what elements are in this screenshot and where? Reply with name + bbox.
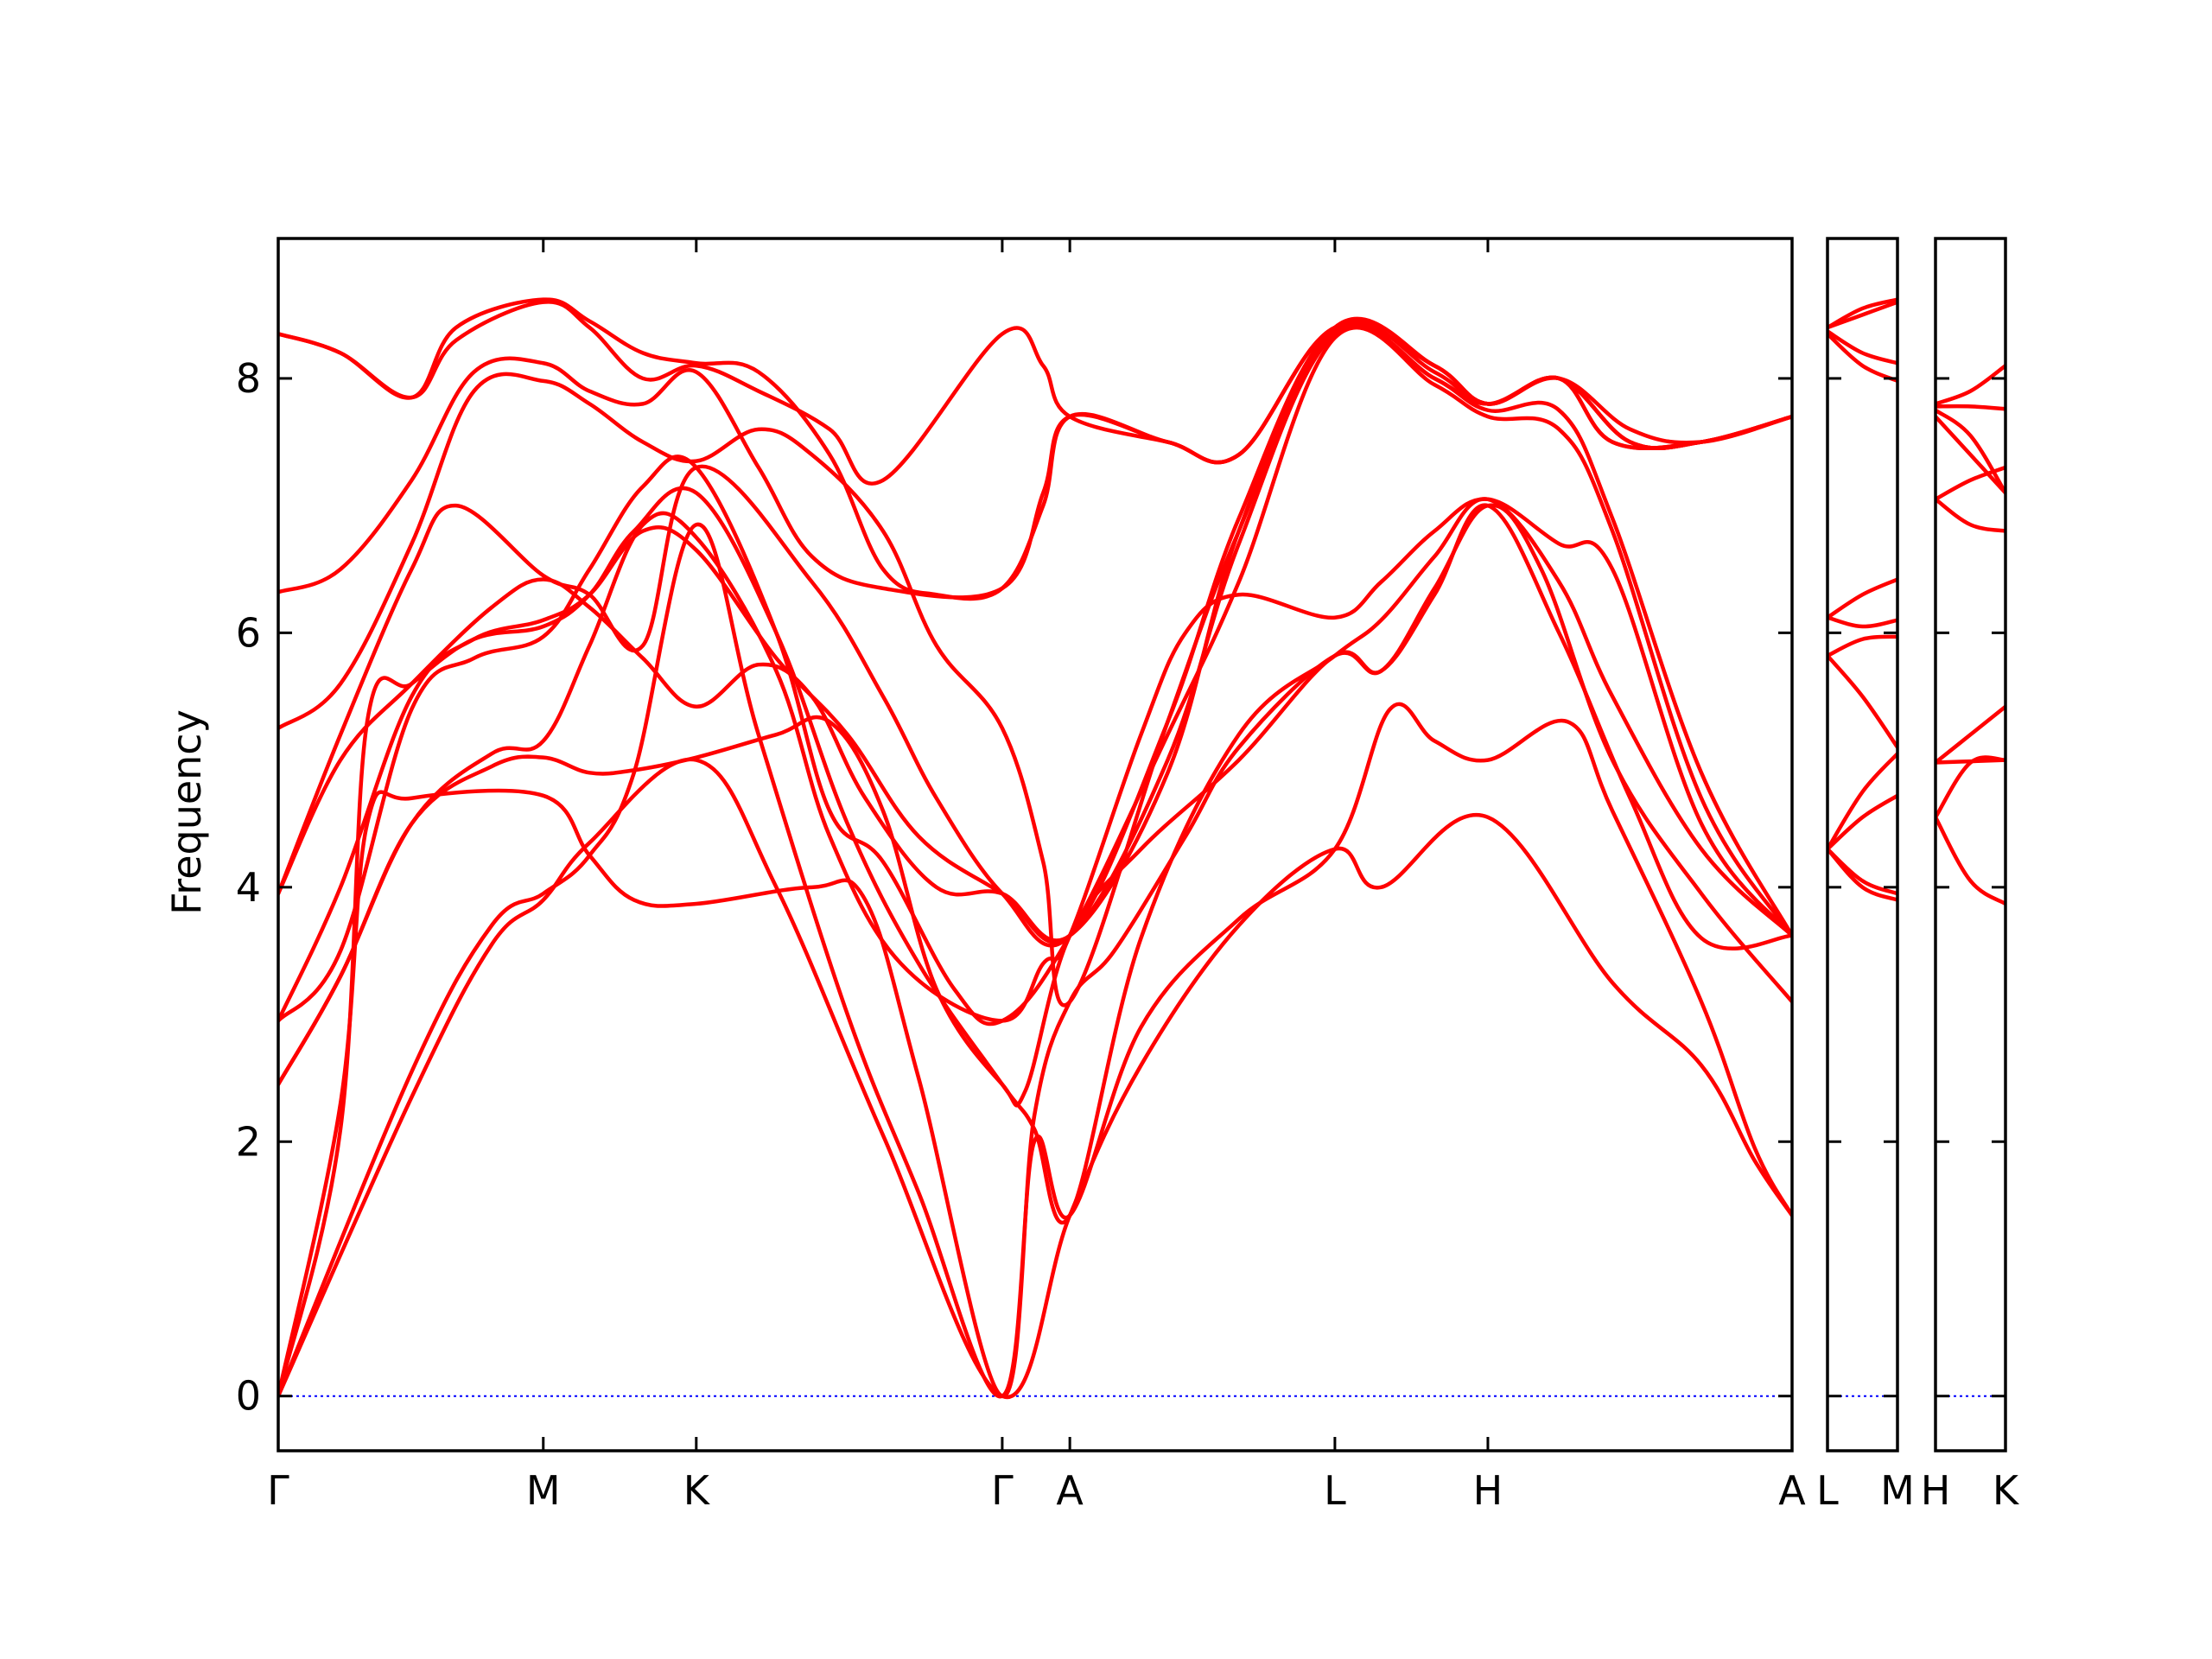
x-tick-label: K bbox=[1993, 1467, 2020, 1514]
x-tick-label: L bbox=[1816, 1467, 1839, 1514]
band-line-7 bbox=[278, 325, 1792, 1027]
band-line-6 bbox=[1827, 634, 1897, 658]
band-line-2 bbox=[1827, 847, 1897, 896]
band-line-1 bbox=[1936, 815, 2005, 906]
band-line-3 bbox=[1936, 758, 2005, 765]
band-line-2 bbox=[1936, 755, 2005, 820]
band-line-11 bbox=[278, 316, 1792, 1007]
y-tick-label: 8 bbox=[236, 355, 261, 402]
bands bbox=[1936, 363, 2005, 906]
band-line-13 bbox=[278, 300, 1792, 486]
band-line-4 bbox=[1936, 704, 2005, 765]
band-line-2 bbox=[278, 522, 1792, 1399]
x-tick-label: M bbox=[1880, 1467, 1915, 1514]
band-line-12 bbox=[278, 321, 1792, 600]
band-line-5 bbox=[278, 503, 1792, 1108]
band-line-12 bbox=[1827, 297, 1897, 330]
x-tick-label: H bbox=[1473, 1467, 1503, 1514]
band-line-3 bbox=[278, 503, 1792, 1398]
band-line-4 bbox=[278, 486, 1792, 1398]
band-line-6 bbox=[1936, 465, 2005, 502]
panel-frame bbox=[1826, 237, 1899, 1452]
band-line-7 bbox=[1827, 615, 1897, 629]
band-line-1 bbox=[278, 757, 1792, 1400]
panel-frame bbox=[276, 237, 1794, 1452]
y-tick-label: 6 bbox=[236, 609, 261, 656]
x-tick-label: A bbox=[1056, 1467, 1084, 1514]
band-line-5 bbox=[1936, 497, 2005, 533]
x-tick-label: A bbox=[1778, 1467, 1806, 1514]
panel-frame bbox=[1934, 237, 2007, 1452]
y-tick-label: 0 bbox=[236, 1373, 261, 1420]
y-axis-label: Frequency bbox=[163, 709, 210, 915]
band-line-4 bbox=[1827, 751, 1897, 851]
band-line-10 bbox=[1936, 363, 2005, 406]
x-tick-label: Γ bbox=[267, 1467, 289, 1514]
band-line-8 bbox=[278, 323, 1792, 1023]
bands bbox=[1827, 297, 1897, 902]
bands bbox=[278, 297, 1792, 1400]
y-tick-label: 2 bbox=[236, 1118, 261, 1165]
band-line-10 bbox=[1827, 329, 1897, 365]
band-line-5 bbox=[1827, 653, 1897, 750]
band-line-6 bbox=[278, 497, 1792, 1087]
x-tick-label: K bbox=[683, 1467, 711, 1514]
band-line-14 bbox=[278, 297, 1792, 601]
band-line-9 bbox=[1827, 332, 1897, 384]
x-tick-label: Γ bbox=[991, 1467, 1014, 1514]
band-line-8 bbox=[1827, 577, 1897, 620]
band-line-3 bbox=[1827, 793, 1897, 851]
x-tick-label: M bbox=[526, 1467, 561, 1514]
band-line-7 bbox=[1936, 414, 2005, 495]
x-tick-label: L bbox=[1324, 1467, 1346, 1514]
y-tick-label: 4 bbox=[236, 864, 261, 911]
x-tick-label: H bbox=[1921, 1467, 1951, 1514]
band-line-9 bbox=[1936, 404, 2005, 411]
band-line-11 bbox=[1827, 300, 1897, 330]
band-line-8 bbox=[1936, 408, 2005, 495]
